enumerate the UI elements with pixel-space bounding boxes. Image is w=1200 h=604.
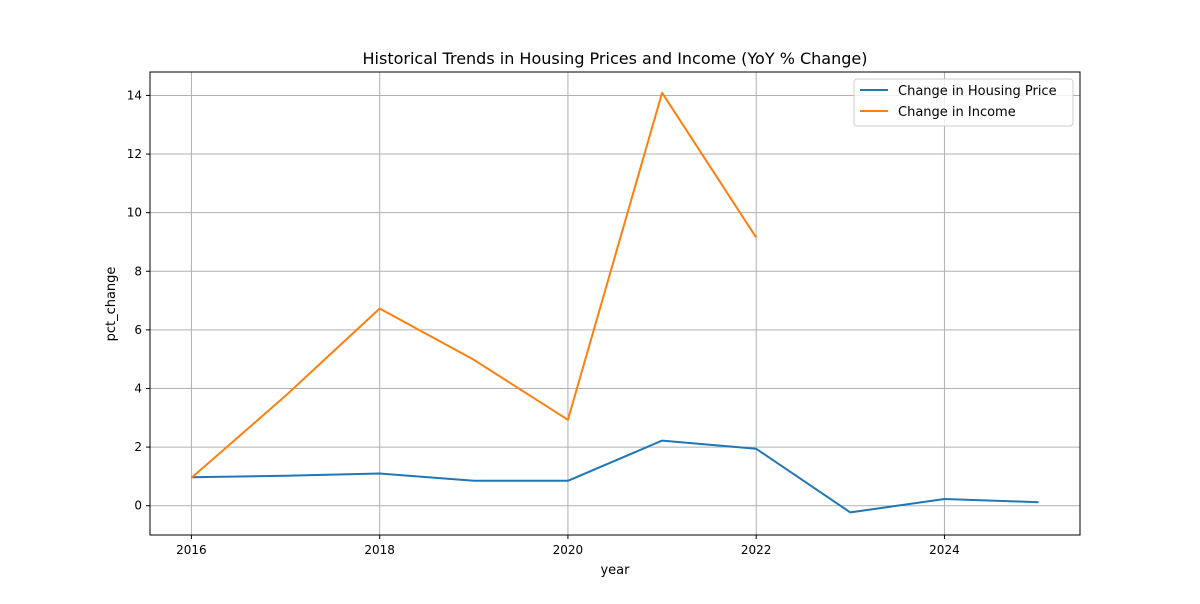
y-tick-label: 6	[134, 323, 142, 337]
x-tick-label: 2016	[176, 543, 207, 557]
x-tick-label: 2020	[553, 543, 584, 557]
y-tick-label: 10	[127, 206, 142, 220]
legend-box	[853, 78, 1074, 127]
y-tick-label: 0	[134, 499, 142, 513]
series-line-income	[190, 91, 758, 479]
series-line-housing-price	[191, 439, 1039, 514]
y-tick-label: 12	[127, 147, 142, 161]
x-axis-label: year	[600, 563, 630, 578]
x-tick-label: 2024	[929, 543, 960, 557]
legend-label-income: Change in Income	[898, 105, 1016, 120]
y-tick-label: 2	[134, 440, 142, 454]
y-axis-label: pct_change	[104, 267, 119, 342]
legend-label-housing-price: Change in Housing Price	[898, 84, 1057, 99]
y-tick-label: 4	[134, 381, 142, 395]
y-tick-label: 8	[134, 264, 142, 278]
chart-title: Historical Trends in Housing Prices and …	[363, 49, 868, 68]
x-tick-label: 2022	[741, 543, 772, 557]
axis-ticks: 2016 2018 2020 2022 2024 0 2 4 6 8 10 12 14	[127, 88, 960, 557]
series-lines	[190, 91, 1039, 514]
x-tick-label: 2018	[364, 543, 395, 557]
plot-frame	[149, 71, 1081, 536]
grid	[150, 72, 1080, 535]
legend: Change in Housing Price Change in Income	[853, 78, 1074, 127]
y-tick-label: 14	[127, 88, 142, 102]
